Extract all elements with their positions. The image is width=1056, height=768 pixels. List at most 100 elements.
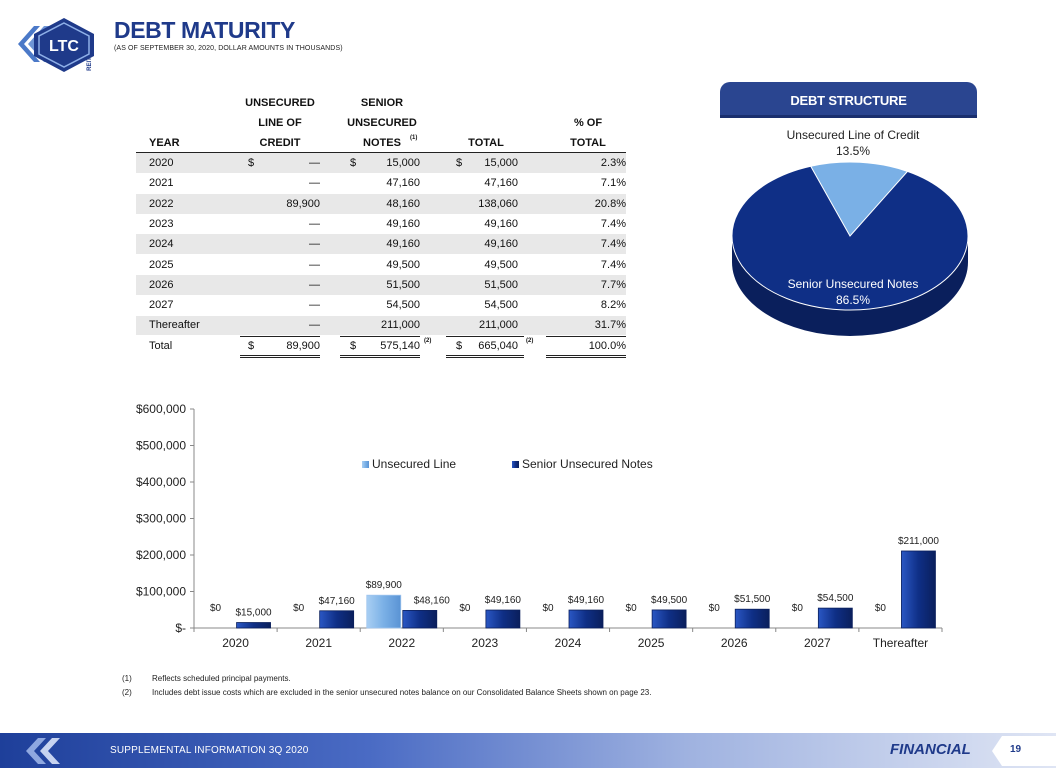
bar-senior-notes <box>236 622 271 629</box>
table-cell-credit: — <box>309 217 320 230</box>
header-credit-line3: CREDIT <box>259 137 301 149</box>
x-tick-label: 2025 <box>638 636 665 650</box>
y-tick-label: $500,000 <box>136 439 186 453</box>
page-subtitle: (AS OF SEPTEMBER 30, 2020, DOLLAR AMOUNT… <box>114 45 343 52</box>
data-label-unsecured-line: $0 <box>210 603 222 614</box>
footer-section-label: FINANCIAL <box>890 741 971 758</box>
table-cell-notes: 575,140 <box>380 339 420 352</box>
table-cell-year: 2026 <box>149 278 174 291</box>
debt-maturity-bar-chart: $- $100,000 $200,000 $300,000 $400,000 $500,0… <box>136 402 943 650</box>
legend-label: Unsecured Line <box>372 457 456 471</box>
table-total-year: Total <box>149 339 173 352</box>
pie-slice <box>731 165 969 311</box>
x-tick-label: 2026 <box>721 636 748 650</box>
table-cell-notes: 211,000 <box>381 319 420 332</box>
table-row-stripe <box>136 153 626 173</box>
data-label-senior-notes: $54,500 <box>817 593 854 604</box>
pie-label-unsecured-line: Unsecured Line of Credit <box>787 128 920 142</box>
header-year: YEAR <box>149 137 180 149</box>
y-tick-label: $200,000 <box>136 548 186 562</box>
bar-unsecured-line <box>366 594 402 629</box>
footnote-2: (2) Includes debt issue costs which are e… <box>122 688 651 697</box>
table-cell-pct: 7.1% <box>600 177 626 190</box>
table-cell-pct: 7.7% <box>600 278 626 291</box>
data-label-senior-notes: $15,000 <box>235 608 272 619</box>
table-cell-total: 49,160 <box>484 217 518 230</box>
table-cell-pct: 20.8% <box>594 197 626 210</box>
x-tick-label: Thereafter <box>873 636 928 650</box>
header-credit-line1: UNSECURED <box>245 97 315 109</box>
table-cell-total: 665,040 <box>478 339 518 352</box>
data-label-senior-notes: $48,160 <box>414 595 451 606</box>
table-row-stripe <box>136 274 626 295</box>
table-cell-notes-cur: $ <box>350 157 357 169</box>
table-cell-total: 49,160 <box>484 238 518 251</box>
y-tick-label: $600,000 <box>136 402 186 416</box>
footnote-1-text: Reflects scheduled principal payments. <box>152 674 291 683</box>
pie-value-unsecured-line: 13.5% <box>836 144 870 158</box>
table-row-stripe <box>136 193 626 214</box>
x-tick-label: 2024 <box>555 636 582 650</box>
data-label-unsecured-line: $0 <box>709 603 721 614</box>
data-label-unsecured-line: $0 <box>792 603 804 614</box>
table-cell-year: 2023 <box>149 217 174 230</box>
header-notes-line1: SENIOR <box>360 97 404 109</box>
table-cell-credit: — <box>309 177 320 190</box>
table-cell-year: 2025 <box>149 258 174 271</box>
data-label-senior-notes: $49,160 <box>485 595 522 606</box>
footer-page-tab <box>992 736 1056 766</box>
bar-senior-notes <box>651 609 687 629</box>
y-tick-label: $100,000 <box>136 585 186 599</box>
legend-swatch <box>512 461 519 468</box>
table-cell-pct: 7.4% <box>600 258 626 271</box>
table-cell-total: 15,000 <box>484 157 518 169</box>
table-cell-total: 51,500 <box>484 278 518 291</box>
table-cell-total-cur: $ <box>456 157 463 169</box>
table-cell-credit: — <box>309 238 320 251</box>
pie-label-senior-notes: Senior Unsecured Notes <box>788 277 919 291</box>
data-label-senior-notes: $49,500 <box>651 595 688 606</box>
pie-slice <box>810 161 909 247</box>
table-cell-notes: 15,000 <box>386 157 420 169</box>
table-cell-credit-cur: $ <box>248 157 255 169</box>
table-cell-pct: 100.0% <box>588 339 626 352</box>
table-cell-pct: 8.2% <box>600 299 626 312</box>
table-cell-credit-cur: $ <box>248 339 255 352</box>
table-cell-credit: — <box>309 258 320 271</box>
table-cell-notes: 49,160 <box>386 217 420 230</box>
table-cell-total-cur: $ <box>456 339 463 352</box>
header-notes-sup: (1) <box>410 135 418 141</box>
footnote-2-text: Includes debt issue costs which are excl… <box>152 688 652 697</box>
y-tick-label: $300,000 <box>136 512 186 526</box>
data-label-senior-notes: $211,000 <box>898 536 939 547</box>
table-cell-notes: 49,500 <box>386 258 420 271</box>
data-label-senior-notes: $47,160 <box>319 596 356 607</box>
table-cell-credit: — <box>309 278 320 291</box>
table-cell-notes: 49,160 <box>386 238 420 251</box>
data-label-senior-notes: $49,160 <box>568 595 605 606</box>
table-cell-pct: 2.3% <box>600 157 626 169</box>
data-label-unsecured-line: $89,900 <box>366 580 403 591</box>
header-notes-line3: NOTES <box>363 137 401 149</box>
table-cell-total: 138,060 <box>478 197 518 210</box>
table-cell-notes: 51,500 <box>386 278 420 291</box>
x-tick-label: 2023 <box>472 636 499 650</box>
bar-senior-notes <box>402 610 438 629</box>
table-cell-notes: 54,500 <box>386 299 420 312</box>
header-credit-line2: LINE OF <box>258 117 302 129</box>
table-cell-notes: 48,160 <box>386 197 420 210</box>
table-cell-year: 2022 <box>149 197 174 210</box>
footer-supplemental-text: SUPPLEMENTAL INFORMATION 3Q 2020 <box>110 745 309 756</box>
bar-senior-notes <box>817 607 853 629</box>
page-number: 19 <box>1010 744 1022 755</box>
table-cell-notes: 47,160 <box>386 177 420 190</box>
table-cell-notes-cur: $ <box>350 339 357 352</box>
table-cell-year: Thereafter <box>149 319 200 332</box>
debt-structure-pie-chart: Unsecured Line of Credit 13.5% Senior Unse… <box>731 128 969 336</box>
table-cell-total: 49,500 <box>484 258 518 271</box>
x-tick-label: 2027 <box>804 636 831 650</box>
y-tick-label: $400,000 <box>136 475 186 489</box>
data-label-unsecured-line: $0 <box>293 603 305 614</box>
x-tick-label: 2021 <box>305 636 332 650</box>
table-cell-year: 2020 <box>149 157 174 169</box>
